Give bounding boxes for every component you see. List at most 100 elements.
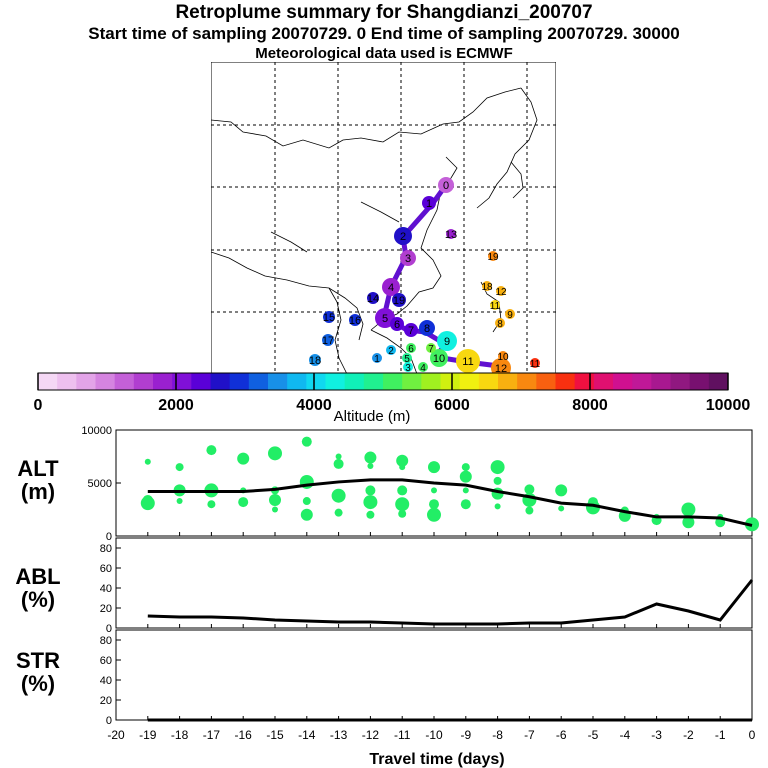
trajectory-point: [322, 334, 334, 346]
scattered-point: [418, 362, 428, 372]
scatter-point: [429, 499, 439, 510]
trajectory-point-label: 17: [322, 335, 334, 347]
colorbar-cell: [38, 373, 58, 390]
scatter-point: [682, 516, 695, 529]
scatter-point: [237, 452, 250, 465]
colorbar-cell: [153, 373, 173, 390]
scatter-point: [398, 509, 407, 518]
trajectory-point-label: 7: [408, 325, 414, 337]
scattered-point: [386, 345, 396, 355]
trajectory-point-label: 13: [445, 229, 457, 241]
scatter-point: [335, 453, 342, 460]
x-tick-label: -11: [394, 728, 411, 742]
y-tick-label: 80: [100, 543, 112, 555]
scatter-point: [364, 451, 377, 464]
colorbar-cell: [689, 373, 710, 390]
y-tick-label: 10000: [81, 425, 112, 437]
trajectory-point: [382, 278, 400, 296]
trajectory-point-label: 11: [462, 356, 473, 368]
scatter-point: [397, 485, 408, 496]
trajectory-point-label: 9: [444, 336, 450, 348]
alt-panel-unit: (m): [21, 479, 55, 504]
colorbar-cell: [555, 373, 576, 390]
met-data-subtitle: Meteorological data used is ECMWF: [255, 45, 513, 62]
trajectory-point-label: 4: [388, 282, 394, 294]
x-tick-label: -3: [651, 728, 662, 742]
x-tick-label: -9: [460, 728, 471, 742]
scatter-point: [399, 464, 406, 471]
x-tick-label: -20: [107, 728, 125, 742]
scatter-point: [681, 502, 696, 517]
trajectory-point-label: 12: [495, 363, 507, 374]
scattered-point: [490, 300, 500, 310]
trajectory-point: [422, 196, 436, 210]
trajectory-point: [367, 292, 379, 304]
scatter-point: [175, 463, 184, 472]
scattered-point: [498, 351, 508, 361]
scattered-point-label: 5: [404, 354, 410, 365]
trajectory-point-label: 5: [382, 313, 388, 325]
y-tick-label: 0: [106, 623, 112, 635]
scattered-point: [488, 251, 498, 261]
scattered-point-label: 7: [428, 344, 434, 355]
trajectory-point-label: 10: [433, 353, 445, 365]
trajectory-point-label: 14: [367, 293, 379, 305]
colorbar-tick-label: 8000: [572, 397, 608, 414]
scattered-point: [426, 343, 436, 353]
y-tick-label: 0: [106, 715, 112, 727]
x-tick-label: -19: [139, 728, 157, 742]
trajectory-point: [392, 293, 406, 307]
colorbar-cell: [95, 373, 116, 390]
altitude-colorbar: 0 2000 4000 6000 8000 10000 Altitude (m): [34, 372, 750, 424]
colorbar-cell: [57, 373, 77, 390]
trajectory-point: [400, 250, 416, 266]
trajectory-point-label: 8: [424, 323, 430, 335]
y-tick-label: 5000: [88, 478, 112, 490]
scatter-point: [300, 508, 313, 521]
x-tick-label: -15: [266, 728, 284, 742]
y-tick-label: 20: [100, 603, 112, 615]
trajectory-point: [437, 331, 457, 351]
scatter-point: [363, 495, 378, 510]
scatter-point: [460, 499, 471, 510]
colorbar-tick-label: 4000: [296, 397, 332, 414]
scatter-point: [238, 497, 249, 508]
scatter-point: [206, 445, 217, 456]
series-line: [147, 579, 754, 626]
scatter-point: [333, 458, 344, 469]
scatter-point: [428, 461, 440, 474]
colorbar-cell: [440, 373, 461, 390]
scatter-point: [490, 460, 505, 475]
trajectory-point-label: 1: [426, 198, 432, 210]
x-tick-label: -14: [298, 728, 316, 742]
x-tick-label: -1: [715, 728, 726, 742]
scattered-point-label: 9: [507, 310, 513, 321]
scatter-point: [207, 500, 216, 509]
scatter-point: [494, 503, 501, 510]
colorbar-cell: [402, 373, 422, 390]
scattered-point: [530, 358, 540, 368]
x-tick-label: -16: [235, 728, 253, 742]
sampling-subtitle: Start time of sampling 20070729. 0 End t…: [88, 24, 680, 43]
map-gridlines: [211, 62, 556, 374]
scattered-point-label: 1: [374, 354, 380, 365]
panel-frame: [115, 629, 753, 721]
time-series-panels: ALT (m) ABL (%) STR (%) 10000 5000 0 80 60 4…: [15, 425, 759, 768]
scatter-point: [396, 454, 409, 467]
scatter-point: [269, 493, 281, 506]
colorbar-cells: [38, 373, 729, 390]
trajectory-point: [349, 314, 361, 326]
scatter-point: [144, 458, 151, 465]
scattered-point-label: 4: [420, 363, 426, 374]
colorbar-cell: [421, 373, 441, 390]
scatter-point: [301, 436, 312, 447]
x-tick-label: -10: [425, 728, 443, 742]
abl-panel-unit: (%): [21, 587, 55, 612]
x-tick-label: -18: [171, 728, 189, 742]
trajectory-point-label: 3: [405, 253, 411, 265]
scattered-point: [372, 353, 382, 363]
trajectory-point: [491, 358, 511, 374]
colorbar-cell: [133, 373, 154, 390]
colorbar-cell: [268, 373, 288, 390]
